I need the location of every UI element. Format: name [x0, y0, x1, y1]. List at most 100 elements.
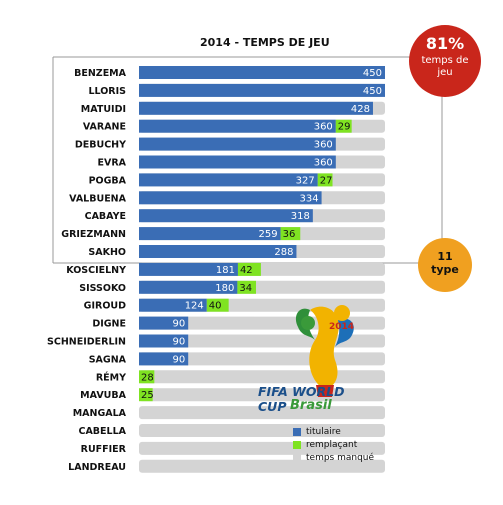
- playing-time-percent: 81%: [425, 34, 465, 53]
- player-name-label: GIROUD: [84, 301, 126, 312]
- player-name-label: CABELLA: [78, 426, 126, 437]
- starter-bar: [139, 66, 385, 79]
- playing-time-badge: 81% temps de jeu: [409, 25, 481, 97]
- player-name-label: VALBUENA: [69, 193, 127, 204]
- starter-minutes-label: 181: [216, 265, 235, 276]
- starter-minutes-label: 450: [363, 86, 382, 97]
- player-name-label: VARANE: [83, 122, 126, 133]
- legend-item-temps-manque: temps manqué: [293, 451, 374, 464]
- player-name-label: RÉMY: [96, 371, 126, 383]
- player-name-label: EVRA: [97, 158, 126, 169]
- substitute-bar: [237, 280, 256, 294]
- logo-year: 2014: [329, 322, 354, 332]
- substitute-minutes-label: 25: [141, 390, 154, 401]
- starter-bar: [139, 155, 336, 169]
- starter-bar: [139, 298, 207, 312]
- substitute-bar: [206, 298, 229, 312]
- substitute-bar: [317, 173, 333, 187]
- starter-minutes-label: 90: [172, 354, 185, 365]
- player-name-label: RUFFIER: [81, 444, 127, 455]
- starter-minutes-label: 450: [363, 68, 382, 79]
- substitute-bar: [237, 262, 261, 276]
- starter-minutes-label: 124: [185, 301, 204, 312]
- starter-bar: [139, 173, 318, 187]
- chart-title: 2014 - TEMPS DE JEU: [200, 36, 330, 49]
- player-name-label: KOSCIELNY: [66, 265, 126, 276]
- starter-bar: [139, 245, 297, 258]
- substitute-minutes-label: 34: [239, 283, 252, 294]
- substitute-bar: [139, 388, 153, 402]
- starter-minutes-label: 360: [314, 122, 333, 133]
- substitute-bar: [335, 119, 352, 133]
- starter-minutes-label: 327: [296, 175, 315, 186]
- starter-bar: [139, 191, 322, 205]
- starter-bar: [139, 227, 281, 241]
- starter-bar: [139, 334, 189, 348]
- starter-bar: [139, 83, 385, 97]
- player-name-label: MANGALA: [73, 408, 127, 419]
- substitute-minutes-label: 40: [209, 301, 222, 312]
- player-name-label: SAKHO: [88, 247, 126, 258]
- legend-swatch: [293, 427, 301, 436]
- starter-minutes-label: 334: [299, 193, 318, 204]
- world-cup-logo-icon: 2014: [295, 305, 354, 397]
- substitute-minutes-label: 42: [240, 265, 253, 276]
- player-name-label: MAVUBA: [80, 390, 126, 401]
- player-name-label: SAGNA: [89, 354, 127, 365]
- player-name-label: MATUIDI: [81, 104, 126, 115]
- legend-swatch: [293, 440, 301, 449]
- substitute-minutes-label: 29: [338, 122, 351, 133]
- legend-item-titulaire: titulaire: [293, 425, 374, 438]
- starter-minutes-label: 360: [314, 158, 333, 169]
- legend-swatch: [293, 453, 301, 462]
- substitute-bar: [139, 370, 155, 384]
- playing-time-label: temps de jeu: [421, 55, 469, 78]
- starter-minutes-label: 360: [314, 140, 333, 151]
- legend-label: temps manqué: [306, 452, 375, 463]
- starter-bar: [139, 280, 238, 294]
- player-name-label: DEBUCHY: [75, 140, 126, 151]
- legend-label: titulaire: [306, 426, 341, 437]
- starter-bar: [139, 137, 336, 151]
- missed-time-bar: [139, 424, 385, 437]
- logo-subtitle: Brasil: [290, 398, 332, 413]
- player-name-label: GRIEZMANN: [61, 229, 126, 240]
- starter-bar: [139, 262, 238, 276]
- player-name-label: BENZEMA: [74, 68, 127, 79]
- substitute-minutes-label: 28: [141, 372, 154, 383]
- starter-minutes-label: 318: [291, 211, 310, 222]
- starter-bar: [139, 101, 373, 115]
- lineup-badge: 11 type: [418, 238, 472, 292]
- starter-bar: [139, 209, 313, 223]
- starter-minutes-label: 428: [351, 104, 370, 115]
- player-name-label: SISSOKO: [79, 283, 126, 294]
- starter-minutes-label: 288: [274, 247, 293, 258]
- missed-time-bar: [139, 459, 385, 473]
- lineup-label: type: [431, 263, 459, 276]
- starter-minutes-label: 90: [172, 337, 185, 348]
- player-name-label: POGBA: [89, 175, 127, 186]
- chart-legend: titulaire remplaçant temps manqué: [293, 425, 374, 464]
- player-name-label: SCHNEIDERLIN: [47, 337, 126, 348]
- starter-minutes-label: 259: [258, 229, 277, 240]
- legend-label: remplaçant: [306, 439, 358, 450]
- substitute-minutes-label: 36: [283, 229, 296, 240]
- player-name-label: CABAYE: [85, 211, 126, 222]
- starter-bar: [139, 352, 189, 366]
- starter-bar: [139, 119, 336, 133]
- player-name-label: LLORIS: [88, 86, 126, 97]
- player-name-label: DIGNE: [92, 319, 126, 330]
- substitute-bar: [280, 227, 301, 241]
- starter-minutes-label: 90: [172, 319, 185, 330]
- legend-item-remplacant: remplaçant: [293, 438, 374, 451]
- substitute-minutes-label: 27: [320, 175, 333, 186]
- missed-time-bar: [139, 406, 385, 420]
- missed-time-bar: [139, 441, 385, 455]
- starter-bar: [139, 316, 189, 330]
- starter-minutes-label: 180: [215, 283, 234, 294]
- bars-group: BENZEMA 450 LLORIS 450 MATUIDI 428 VARANE 360 29…: [47, 66, 385, 473]
- logo-title: FIFA WORLD CUP: [258, 384, 345, 414]
- player-name-label: LANDREAU: [68, 462, 126, 473]
- lineup-count: 11: [437, 250, 453, 263]
